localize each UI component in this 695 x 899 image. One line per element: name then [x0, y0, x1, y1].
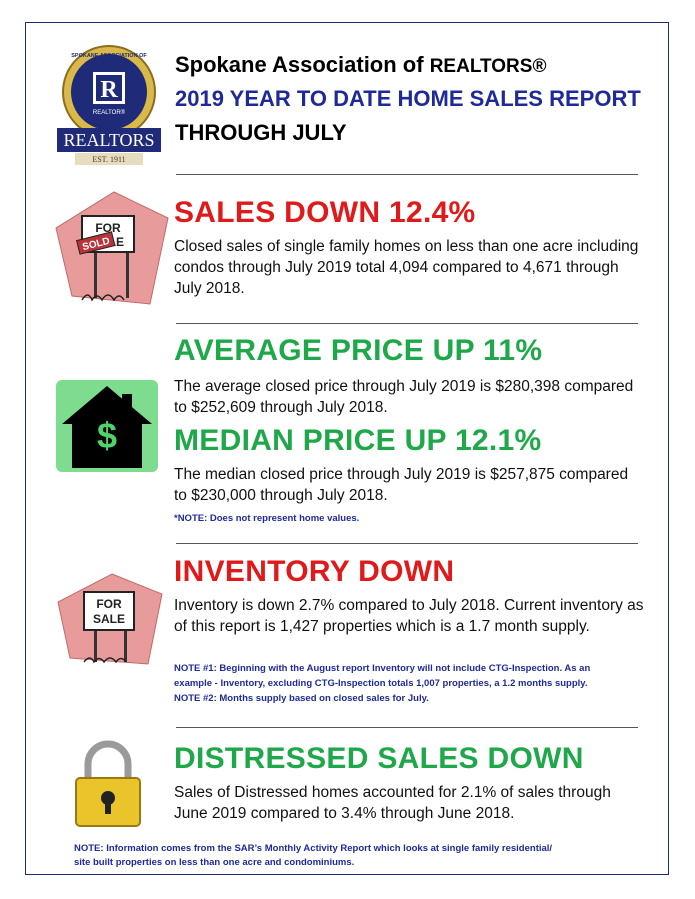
- footer-note-line1: NOTE: Information comes from the SAR’s M…: [74, 843, 553, 854]
- sign-for: FOR: [95, 221, 121, 235]
- logo-r-letter: R: [100, 77, 118, 103]
- realtors-logo: R REALTOR® SPOKANE ASSOCIATION OF REALTO…: [57, 45, 161, 165]
- median-price-heading: MEDIAN PRICE UP 12.1%: [174, 424, 542, 457]
- logo-ring-text: SPOKANE ASSOCIATION OF: [71, 53, 147, 59]
- for-sale-sign-icon: FOR SALE: [57, 573, 163, 665]
- footer-note-line2: site built properties on less than one a…: [74, 857, 355, 868]
- average-price-body: The average closed price through July 20…: [174, 378, 634, 416]
- logo-realtors-banner: REALTORS: [63, 130, 154, 150]
- inventory-note1-line2: example - Inventory, excluding CTG-Inspe…: [174, 678, 588, 689]
- sales-heading: SALES DOWN 12.4%: [174, 196, 476, 229]
- house-dollar-symbol: $: [97, 415, 117, 456]
- inventory-sign-for: FOR: [96, 597, 122, 611]
- inventory-sign-sale: SALE: [93, 612, 125, 626]
- median-price-note: *NOTE: Does not represent home values.: [174, 513, 360, 524]
- median-price-body: The median closed price through July 201…: [174, 466, 629, 504]
- divider: [176, 174, 638, 175]
- sales-body: Closed sales of single family homes on l…: [174, 238, 639, 297]
- org-name: Spokane Association of REALTORS®: [175, 52, 546, 78]
- divider: [176, 323, 638, 324]
- divider: [176, 727, 638, 728]
- logo-est: EST. 1911: [92, 155, 125, 164]
- sold-sign-icon: FOR SALE SOLD: [55, 191, 169, 305]
- org-name-prefix: Spokane Association of: [175, 52, 424, 77]
- inventory-note2: NOTE #2: Months supply based on closed s…: [174, 693, 429, 704]
- org-name-suffix: REALTORS®: [429, 56, 547, 77]
- average-price-heading: AVERAGE PRICE UP 11%: [174, 334, 543, 367]
- divider: [176, 543, 638, 544]
- padlock-icon: [75, 740, 141, 827]
- inventory-body: Inventory is down 2.7% compared to July …: [174, 597, 644, 635]
- inventory-heading: INVENTORY DOWN: [174, 555, 455, 588]
- page-border: [25, 22, 669, 875]
- report-period: THROUGH JULY: [175, 120, 347, 145]
- house-dollar-icon: $: [56, 380, 158, 472]
- distressed-heading: DISTRESSED SALES DOWN: [174, 742, 584, 775]
- inventory-note1-line1: NOTE #1: Beginning with the August repor…: [174, 663, 591, 674]
- distressed-body: Sales of Distressed homes accounted for …: [174, 784, 611, 822]
- logo-realtor-small: REALTOR®: [93, 109, 126, 116]
- report-title: 2019 YEAR TO DATE HOME SALES REPORT: [175, 86, 641, 111]
